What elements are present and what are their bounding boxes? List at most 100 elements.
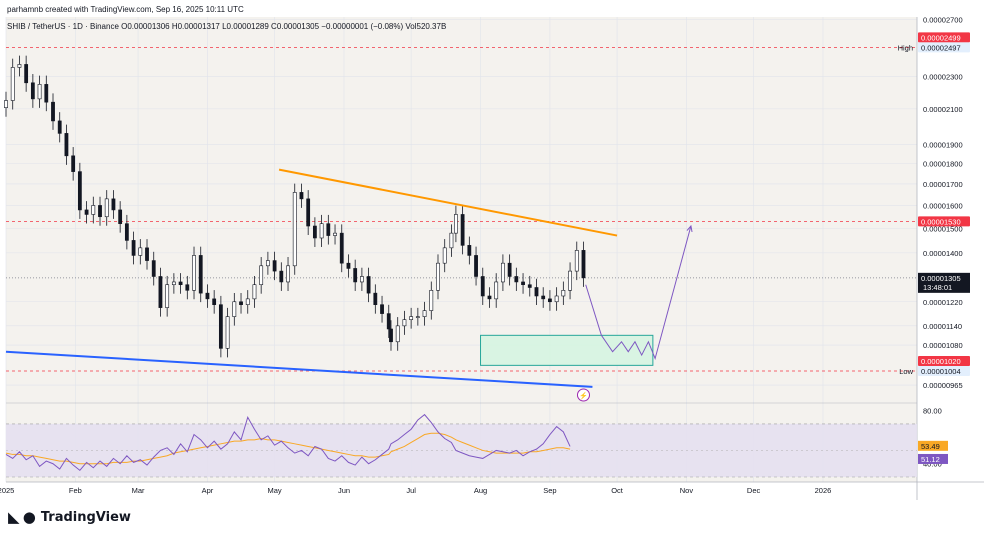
month-tick-label: Feb	[69, 486, 82, 495]
candle-body	[292, 192, 297, 267]
candle-body	[429, 290, 434, 311]
candle-body	[171, 281, 176, 286]
price-tick-label: 0.00001600	[923, 201, 963, 210]
candle-body	[306, 198, 311, 227]
low-price-tag-bg	[918, 365, 970, 376]
candle-body	[409, 316, 414, 320]
candle-body	[151, 260, 156, 277]
candle-body	[124, 223, 129, 241]
candle-body	[192, 255, 196, 291]
price-tick-label: 0.00001900	[923, 140, 963, 149]
candle-body	[353, 268, 358, 283]
candle-body	[422, 310, 427, 317]
candle-body	[507, 262, 512, 277]
candle-body	[71, 155, 76, 172]
candle-body	[4, 100, 8, 108]
candle-body	[225, 316, 230, 349]
candle-body	[10, 67, 15, 101]
resistance-tag-bg	[918, 216, 970, 227]
candle-body	[554, 295, 559, 303]
candle-body	[581, 250, 586, 279]
candle-body	[514, 276, 519, 283]
candle-body	[57, 120, 62, 134]
candle-body	[198, 255, 203, 294]
month-tick-label: Jun	[338, 486, 350, 495]
price-tick-label: 0.00000965	[923, 381, 963, 390]
candle-body	[534, 287, 539, 297]
month-tick-label: Sep	[543, 486, 556, 495]
candle-body	[138, 247, 143, 256]
tradingview-wordmark: TradingView	[40, 509, 131, 525]
demand-zone-box	[480, 334, 654, 366]
month-tick-label: Mar	[132, 486, 145, 495]
flash-icon	[576, 388, 590, 402]
candle-body	[467, 245, 472, 256]
candle-body	[272, 260, 277, 272]
candle-body	[380, 304, 384, 314]
candle-body	[501, 262, 505, 283]
month-tick-label: Aug	[474, 486, 487, 495]
price-tick-label: 0.00001500	[923, 224, 963, 233]
candle-body	[346, 262, 351, 269]
rsi-line	[5, 413, 571, 472]
candle-body	[24, 64, 29, 84]
candle-body	[487, 295, 492, 300]
low-red-tag: 0.00001020	[921, 357, 961, 366]
price-tick-label: 0.00001140	[923, 322, 962, 331]
candle-body	[339, 232, 344, 264]
candle-body	[245, 298, 250, 305]
current-price-tag-bg	[918, 272, 970, 293]
high-price-tag: 0.00002497	[921, 43, 961, 52]
resistance-trendline	[278, 168, 618, 237]
high-text: High	[898, 43, 913, 52]
candle-body	[259, 265, 264, 286]
candle-body	[239, 301, 243, 305]
candle-body	[118, 209, 123, 224]
candle-body	[561, 290, 566, 297]
candle-body	[527, 284, 532, 288]
candle-body	[312, 225, 317, 239]
month-tick-label: May	[268, 486, 282, 495]
rsi-tick-label: 80.00	[923, 407, 942, 416]
candle-body	[165, 284, 170, 308]
candle-body	[386, 313, 391, 330]
candle-body	[91, 205, 96, 215]
candle-body	[212, 298, 217, 305]
candle-body	[265, 260, 270, 267]
candle-body	[389, 328, 393, 343]
tradingview-logo[interactable]: ◣ ● TradingView	[8, 508, 131, 526]
candle-body	[415, 316, 420, 318]
candle-body	[37, 84, 42, 100]
candle-body	[442, 247, 447, 264]
candle-body	[111, 198, 116, 211]
candle-body	[460, 214, 465, 246]
resistance-tag: 0.00001530	[921, 217, 961, 226]
candle-body	[44, 84, 49, 103]
price-tick-label: 0.00001800	[923, 160, 963, 169]
projection-path	[585, 225, 692, 361]
month-tick-label: 2026	[815, 486, 832, 495]
high-price-tag-bg	[918, 42, 970, 53]
candle-body	[51, 101, 55, 122]
candle-body	[218, 304, 223, 349]
candle-body	[84, 209, 89, 215]
low-price-tag: 0.00001004	[921, 367, 961, 376]
low-text: Low	[899, 367, 913, 376]
candle-body	[521, 281, 525, 286]
candle-body	[279, 270, 284, 283]
symbol-info-line: SHIB / TetherUS · 1D · Binance O0.000013…	[7, 22, 447, 31]
candle-body	[548, 298, 552, 303]
candle-body	[185, 284, 190, 291]
candle-body	[574, 250, 579, 272]
rsi-ma-line	[5, 432, 571, 465]
candle-body	[104, 198, 109, 218]
support-trendline	[5, 350, 593, 388]
candle-body	[299, 192, 304, 200]
tradingview-mark-icon: ◣ ●	[8, 508, 36, 526]
candle-body	[77, 171, 82, 211]
candle-body	[402, 319, 407, 327]
candle-body	[158, 276, 163, 308]
candle-body	[98, 205, 102, 218]
rsi-tag-bg	[918, 453, 948, 464]
